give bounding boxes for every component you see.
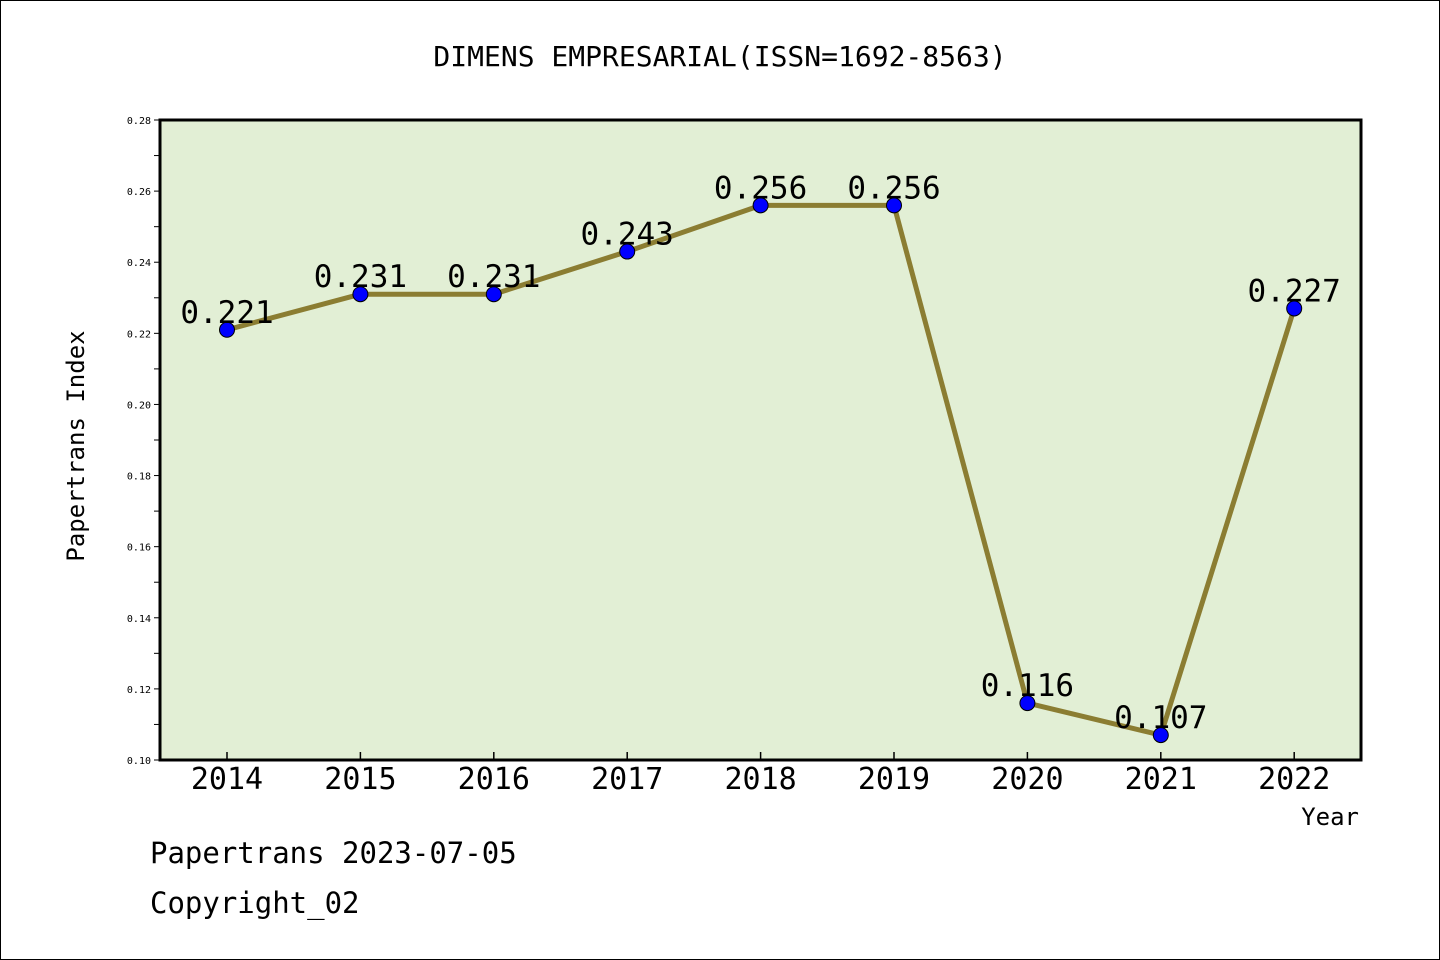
data-labels: 0.221 0.231 0.231 0.243 0.256 0.256 0.116 0.107… [180, 170, 1341, 736]
x-tick-label-2015: 2015 [324, 762, 396, 797]
y-tick-label-0.26: 0.26 [127, 187, 151, 198]
data-label-2018: 0.256 [714, 170, 807, 206]
data-point-2021 [1152, 727, 1169, 744]
data-point-2020 [1019, 695, 1036, 712]
data-label-2015: 0.231 [314, 259, 407, 295]
y-tick-label-0.28: 0.28 [127, 116, 151, 127]
footer-date-line: Papertrans 2023-07-05 [150, 836, 517, 870]
x-tick-label-2020: 2020 [991, 762, 1063, 797]
data-point-2019 [886, 197, 902, 214]
data-label-2020: 0.116 [981, 668, 1074, 704]
plot-area [158, 118, 1363, 762]
data-point-2018 [752, 197, 769, 214]
x-axis-tick-labels: 2014 2015 2016 2017 2018 2019 2020 2021 2022 [191, 762, 1330, 797]
data-label-2014: 0.221 [180, 295, 273, 331]
y-tick-label-0.22: 0.22 [127, 329, 151, 340]
data-label-2016: 0.231 [447, 259, 540, 295]
y-tick-label-0.20: 0.20 [127, 400, 151, 411]
x-tick-label-2022: 2022 [1258, 762, 1330, 797]
y-axis-tick-labels: 0.10 0.12 0.14 0.16 0.18 0.20 0.22 0.24 0.26 0.28 [127, 116, 151, 767]
data-label-2022: 0.227 [1248, 273, 1341, 309]
y-tick-label-0.12: 0.12 [127, 685, 151, 696]
x-tick-label-2014: 2014 [191, 762, 263, 797]
chart-title: DIMENS EMPRESARIAL(ISSN=1692-8563) [433, 40, 1006, 73]
y-minor-ticks [154, 119, 160, 761]
data-label-2021: 0.107 [1114, 700, 1207, 736]
x-tick-label-2017: 2017 [591, 762, 663, 797]
y-tick-label-0.24: 0.24 [127, 258, 151, 269]
data-point-2016 [485, 286, 502, 303]
y-tick-label-0.10: 0.10 [127, 756, 151, 767]
data-point-2017 [619, 243, 636, 260]
y-tick-label-0.18: 0.18 [127, 472, 151, 483]
data-point-2015 [352, 286, 369, 303]
data-label-2019: 0.256 [847, 170, 940, 206]
y-tick-label-0.14: 0.14 [127, 614, 151, 625]
data-markers [219, 197, 1303, 744]
x-tick-label-2018: 2018 [724, 762, 796, 797]
footer-copyright: Copyright_02 [150, 886, 360, 920]
data-label-2017: 0.243 [581, 217, 674, 253]
data-point-2014 [219, 321, 235, 338]
x-axis-label: Year [1301, 803, 1359, 831]
y-tick-label-0.16: 0.16 [127, 543, 151, 554]
data-point-2022 [1286, 300, 1303, 317]
x-tick-label-2019: 2019 [858, 762, 930, 797]
y-axis-label: Papertrans Index [62, 330, 90, 561]
x-tick-label-2016: 2016 [458, 762, 530, 797]
x-axis-ticks [226, 752, 1295, 760]
x-tick-label-2021: 2021 [1125, 762, 1197, 797]
